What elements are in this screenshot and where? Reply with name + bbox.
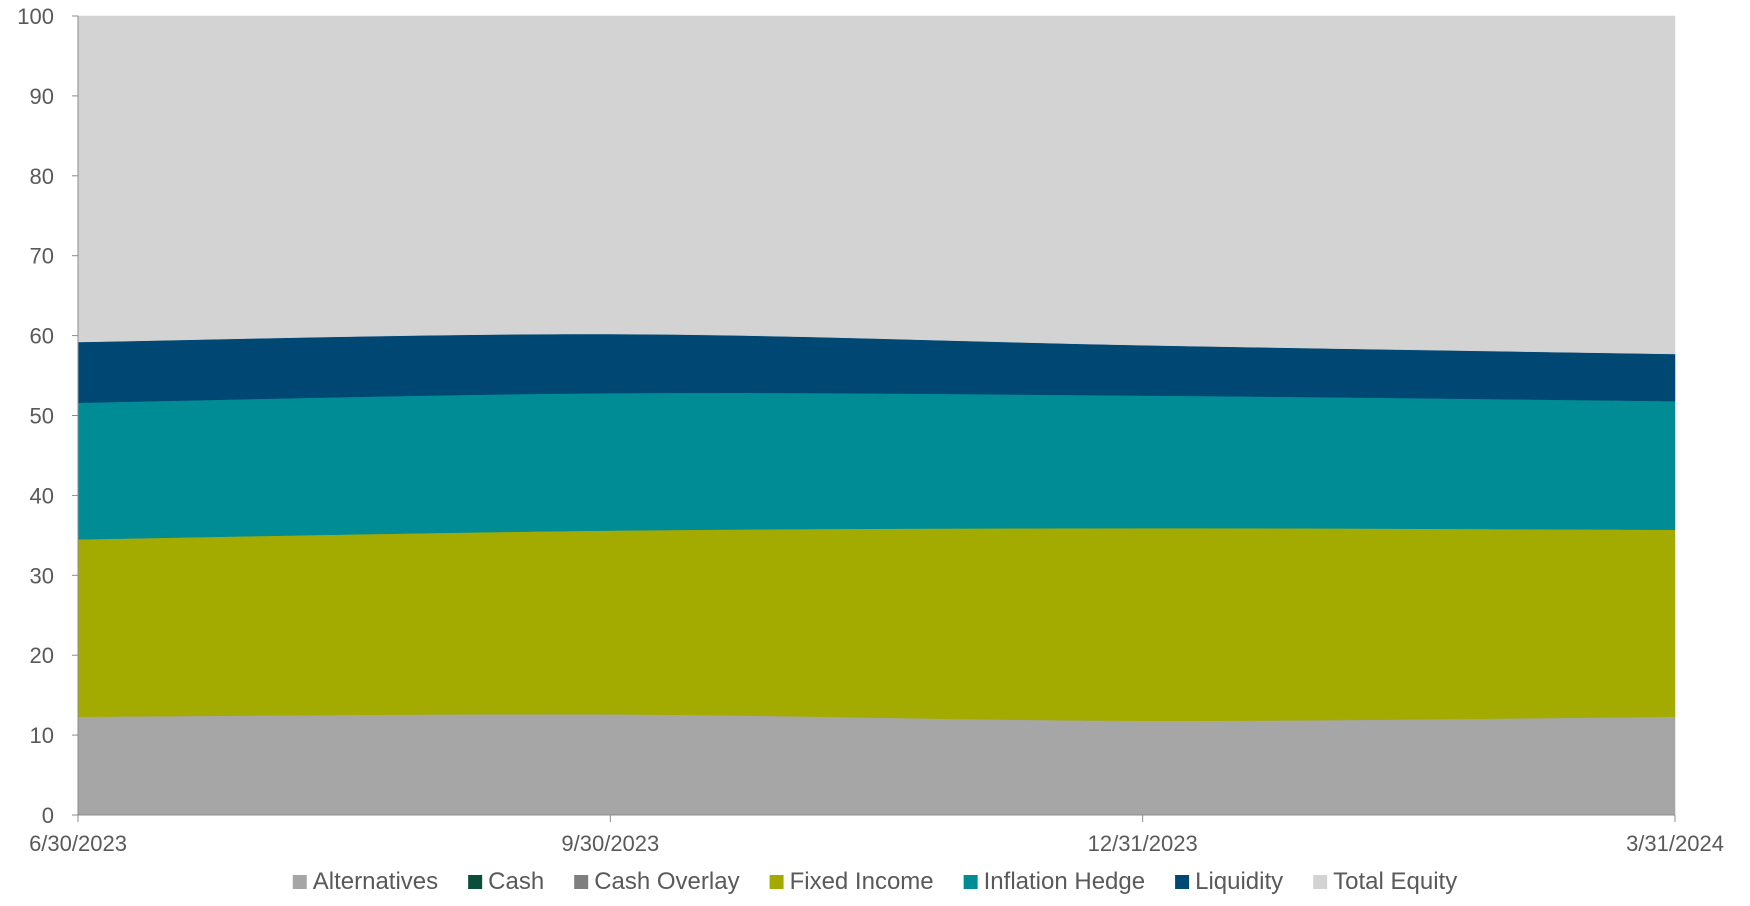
legend-label-alternatives: Alternatives bbox=[313, 868, 438, 895]
x-tick-label: 3/31/2024 bbox=[1626, 831, 1724, 856]
y-tick-label: 40 bbox=[30, 483, 54, 508]
legend-swatch-cash bbox=[468, 875, 483, 889]
legend-label-cash: Cash bbox=[488, 868, 544, 895]
area-inflation-hedge bbox=[77, 392, 1676, 540]
legend: Alternatives Cash Cash Overlay Fixed Income… bbox=[292, 868, 1457, 895]
legend-item-inflation-hedge: Inflation Hedge bbox=[963, 868, 1145, 895]
legend-item-cash-overlay: Cash Overlay bbox=[574, 868, 740, 895]
y-tick-label: 80 bbox=[30, 164, 54, 189]
legend-item-cash: Cash bbox=[468, 868, 544, 895]
y-tick-label: 10 bbox=[30, 723, 54, 748]
x-tick-label: 12/31/2023 bbox=[1088, 831, 1198, 856]
legend-label-cash-overlay: Cash Overlay bbox=[594, 868, 739, 895]
y-tick-label: 60 bbox=[30, 324, 54, 349]
legend-label-liquidity: Liquidity bbox=[1195, 868, 1283, 895]
legend-item-liquidity: Liquidity bbox=[1175, 868, 1283, 895]
y-tick-label: 30 bbox=[30, 563, 54, 588]
legend-label-total-equity: Total Equity bbox=[1333, 868, 1457, 895]
x-tick-label: 6/30/2023 bbox=[29, 831, 127, 856]
area-alternatives bbox=[77, 713, 1676, 816]
y-tick-label: 20 bbox=[30, 643, 54, 668]
legend-label-inflation-hedge: Inflation Hedge bbox=[984, 868, 1145, 895]
legend-swatch-alternatives bbox=[292, 875, 307, 889]
legend-swatch-total-equity bbox=[1313, 875, 1328, 889]
plot-area bbox=[77, 15, 1676, 816]
x-tick-label: 9/30/2023 bbox=[561, 831, 659, 856]
axes bbox=[72, 15, 1676, 822]
y-axis-tick-labels: 0 10 20 30 40 50 60 70 80 90 100 bbox=[17, 4, 54, 828]
legend-swatch-fixed-income bbox=[769, 875, 784, 889]
y-tick-label: 90 bbox=[30, 84, 54, 109]
y-tick-label: 0 bbox=[42, 803, 54, 828]
x-axis-tick-labels: 6/30/2023 9/30/2023 12/31/2023 3/31/2024 bbox=[29, 831, 1724, 856]
area-total-equity bbox=[77, 15, 1676, 355]
legend-swatch-cash-overlay bbox=[574, 875, 589, 889]
legend-swatch-inflation-hedge bbox=[963, 875, 978, 889]
legend-item-fixed-income: Fixed Income bbox=[769, 868, 934, 895]
legend-item-alternatives: Alternatives bbox=[292, 868, 438, 895]
y-tick-label: 100 bbox=[17, 4, 54, 29]
area-fixed-income bbox=[77, 527, 1676, 721]
legend-swatch-liquidity bbox=[1175, 875, 1190, 889]
y-tick-label: 70 bbox=[30, 244, 54, 269]
legend-label-fixed-income: Fixed Income bbox=[790, 868, 934, 895]
legend-item-total-equity: Total Equity bbox=[1313, 868, 1457, 895]
y-tick-label: 50 bbox=[30, 404, 54, 429]
